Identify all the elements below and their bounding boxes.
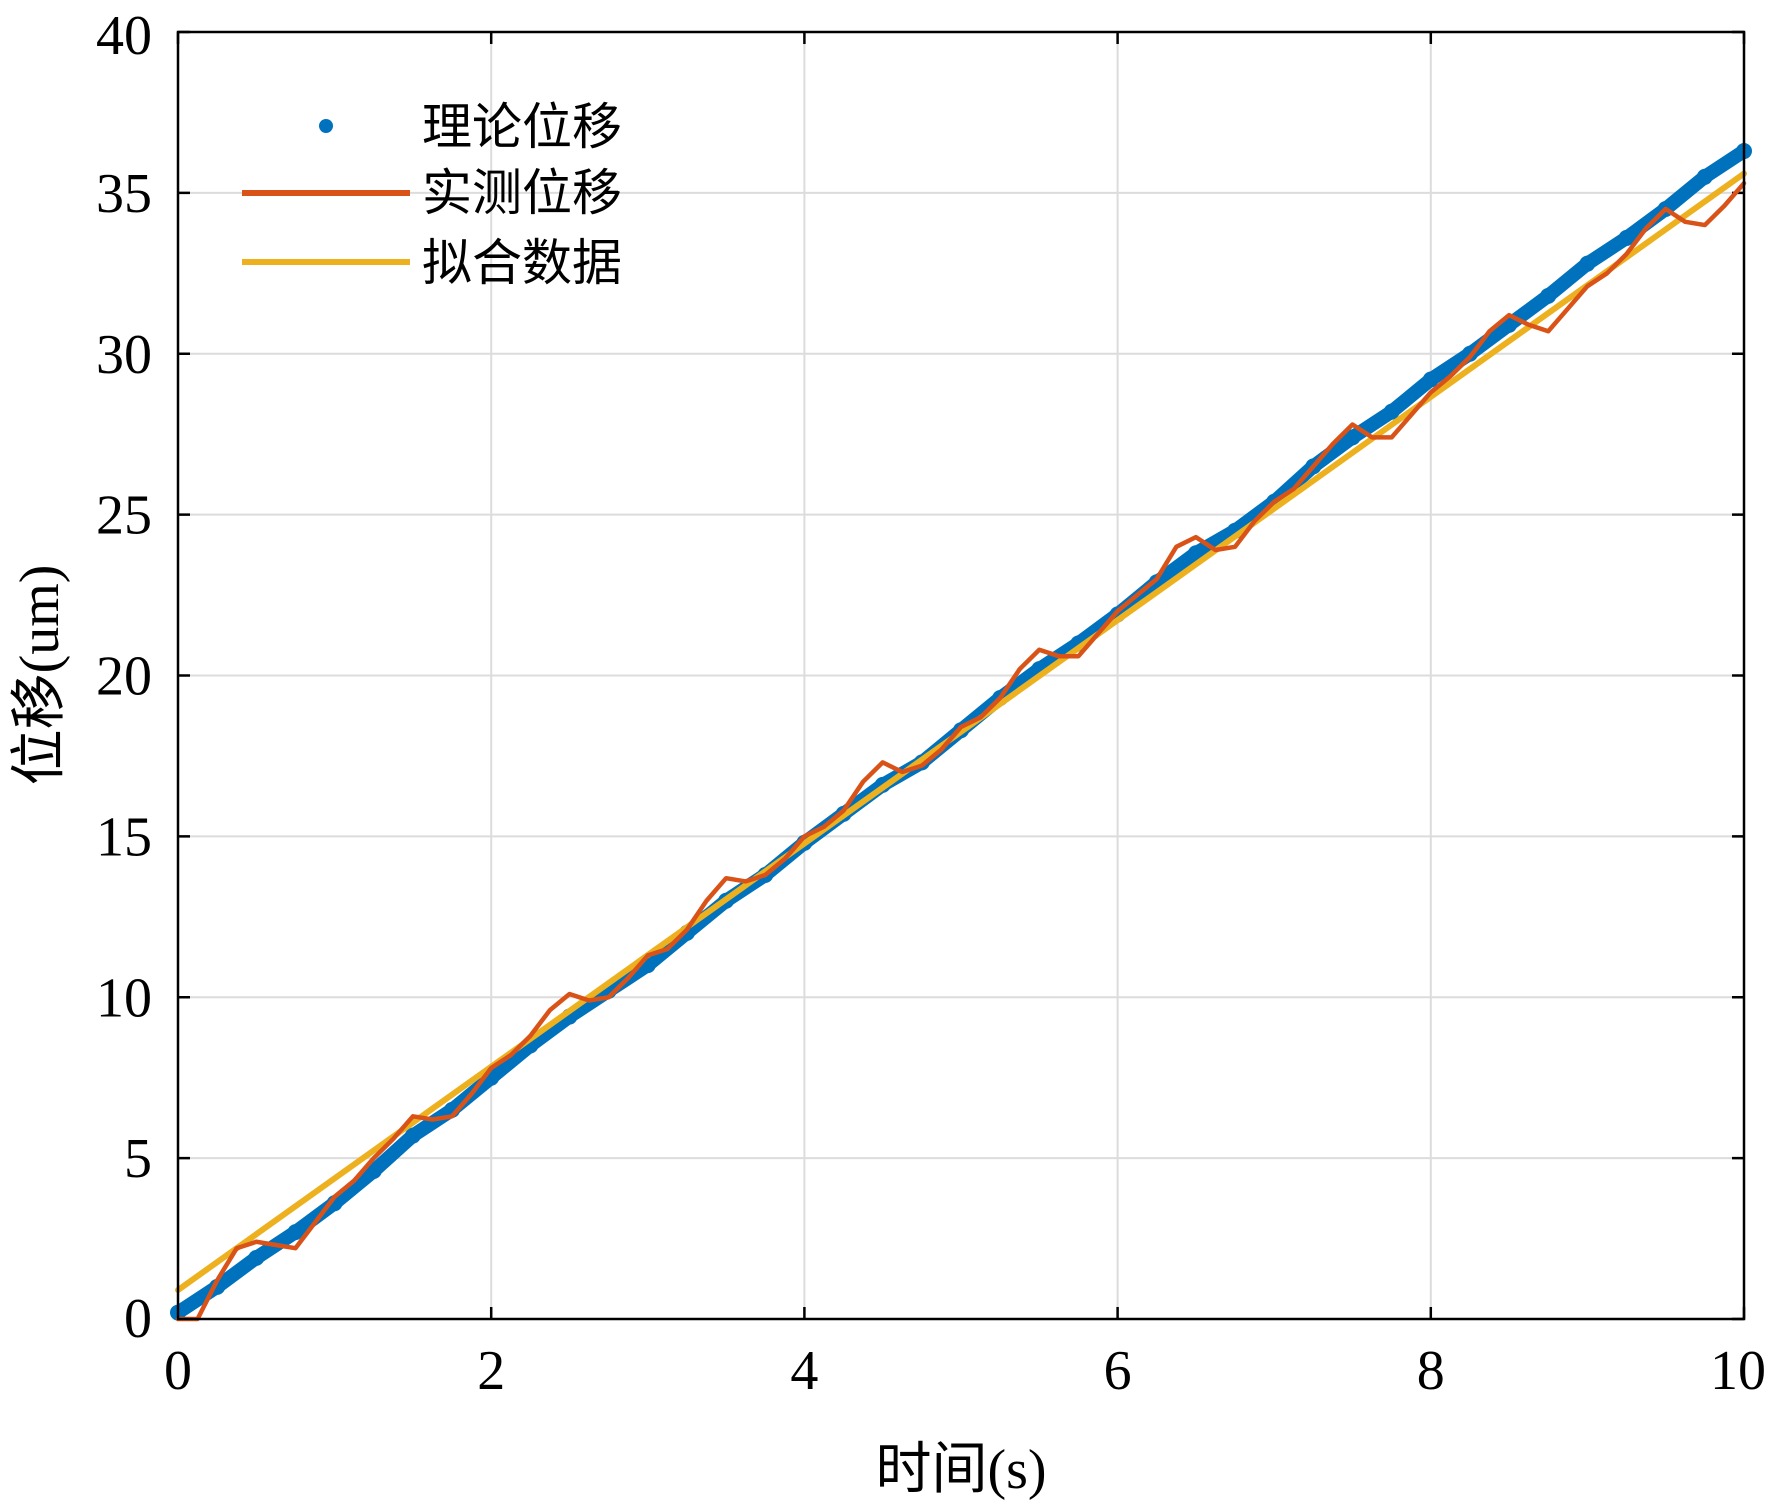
legend-label-fit: 拟合数据 — [422, 235, 622, 291]
y-tick-label: 5 — [124, 1128, 152, 1190]
series-measured-line — [175, 180, 1747, 1322]
tick-labels: 0 2 4 6 8 10 0 5 10 15 20 25 30 35 40 — [96, 5, 1766, 1402]
theoretical-point — [1579, 255, 1596, 272]
series-fit-line — [175, 170, 1747, 1294]
y-tick-label: 10 — [96, 967, 152, 1029]
grid — [178, 32, 1744, 1319]
plot-series — [170, 143, 1752, 1322]
y-tick-label: 0 — [124, 1288, 152, 1350]
theoretical-point — [365, 1162, 382, 1179]
y-axis-title: 位移(um) — [9, 565, 71, 786]
x-tick-label: 0 — [164, 1340, 192, 1402]
x-tick-label: 8 — [1417, 1340, 1445, 1402]
theoretical-point — [287, 1224, 304, 1241]
theoretical-point — [1618, 229, 1635, 246]
x-tick-label: 6 — [1104, 1340, 1132, 1402]
y-tick-label: 35 — [96, 163, 152, 225]
legend: 理论位移 实测位移 拟合数据 — [242, 99, 622, 291]
y-tick-label: 25 — [96, 485, 152, 547]
theoretical-point — [404, 1127, 421, 1144]
theoretical-point — [1344, 429, 1361, 446]
y-tick-label: 30 — [96, 324, 152, 386]
x-tick-label: 2 — [477, 1340, 505, 1402]
theoretical-point — [1383, 403, 1400, 420]
x-tick-label: 4 — [790, 1340, 818, 1402]
theoretical-point — [1540, 287, 1557, 304]
theoretical-point — [1187, 545, 1204, 562]
y-tick-label: 15 — [96, 806, 152, 868]
y-tick-label: 40 — [96, 5, 152, 67]
legend-label-theoretical: 理论位移 — [422, 99, 622, 155]
y-tick-label: 20 — [96, 646, 152, 708]
theoretical-point — [1422, 371, 1439, 388]
legend-label-measured: 实测位移 — [422, 165, 622, 221]
legend-marker-theoretical — [319, 119, 333, 133]
theoretical-point — [1696, 168, 1713, 185]
theoretical-point — [248, 1249, 265, 1266]
x-tick-label: 10 — [1710, 1340, 1766, 1402]
plot-area-frame — [176, 30, 1746, 1321]
x-axis-title: 时间(s) — [875, 1439, 1046, 1500]
